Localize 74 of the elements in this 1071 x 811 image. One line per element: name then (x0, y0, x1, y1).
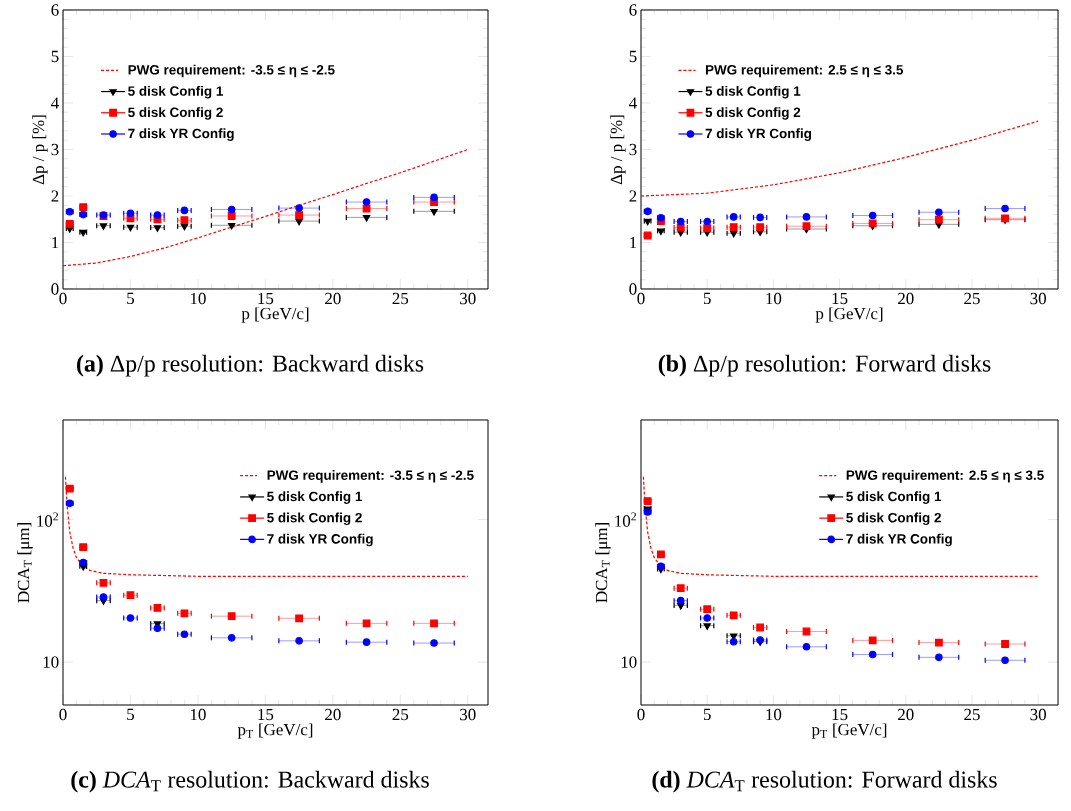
y-axis-title: DCA$_{T}$ [μm] (595, 523, 611, 603)
legend-label: PWG requirement: -3.5 ≤ η ≤ -2.5 (128, 64, 335, 78)
x-tick-label: 30 (1030, 708, 1046, 721)
y-tick-label: 0 (629, 283, 637, 295)
x-tick-label: 15 (832, 292, 848, 305)
legend-label: 7 disk YR Config (128, 128, 234, 141)
y-tick-label: 2 (51, 190, 59, 202)
x-tick-label: 30 (460, 292, 476, 305)
legend-label: 7 disk YR Config (846, 533, 952, 547)
x-tick-label: 5 (703, 708, 711, 721)
x-axis-title: p [GeV/c] (815, 307, 883, 323)
legend-label: 5 disk Config 2 (267, 512, 362, 526)
legend-label: 5 disk Config 1 (267, 491, 362, 504)
text: (b) Δp/p resolution: Forward disks (658, 354, 991, 377)
y-tick-label: 0 (51, 283, 59, 295)
y-tick-label: 5 (51, 50, 59, 63)
text: (c) DCA$_{T}$ resolution: Backward disks (71, 770, 429, 793)
x-tick-label: 25 (392, 292, 409, 305)
x-tick-label: 20 (325, 708, 341, 721)
legend-label: 7 disk YR Config (705, 128, 811, 141)
x-tick-label: 10 (190, 292, 206, 305)
x-tick-label: 25 (964, 292, 980, 305)
x-tick-label: 0 (59, 292, 67, 305)
x-tick-label: 0 (637, 708, 645, 721)
x-tick-label: 10 (766, 292, 782, 305)
x-tick-label: 20 (325, 292, 341, 305)
y-tick-label: 10$^{2}$ (37, 512, 59, 527)
legend-label: 7 disk YR Config (267, 533, 373, 547)
y-tick-label: 6 (51, 4, 59, 16)
text: (a) Δp/p resolution: Backward disks (77, 354, 424, 377)
text: (d) DCA$_{T}$ resolution: Forward disks (652, 770, 997, 793)
y-tick-label: 4 (629, 97, 637, 109)
legend-label: PWG requirement: 2.5 ≤ η ≤ 3.5 (705, 64, 904, 78)
x-tick-label: 20 (898, 292, 914, 305)
y-tick-label: 3 (51, 143, 59, 156)
y-tick-label: 10 (621, 656, 637, 668)
legend-label: PWG requirement: -3.5 ≤ η ≤ -2.5 (267, 470, 474, 483)
y-tick-label: 4 (51, 97, 59, 109)
legend-label: 5 disk Config 1 (128, 85, 223, 99)
legend-label: 5 disk Config 2 (128, 107, 223, 120)
x-tick-label: 25 (964, 708, 980, 721)
x-tick-label: 10 (190, 708, 206, 721)
x-tick-label: 15 (258, 292, 274, 305)
x-tick-label: 10 (766, 708, 782, 721)
x-tick-label: 30 (1030, 292, 1046, 305)
x-axis-title: p [GeV/c] (241, 307, 309, 323)
y-tick-label: 1 (52, 236, 59, 249)
x-tick-label: 15 (832, 708, 848, 721)
x-tick-label: 0 (637, 292, 645, 305)
y-tick-label: 6 (629, 4, 637, 16)
x-tick-label: 15 (258, 708, 274, 721)
legend-label: 5 disk Config 1 (705, 85, 801, 99)
y-axis-title: Δp / p [%] (32, 115, 48, 185)
y-tick-label: 2 (629, 190, 637, 202)
y-tick-label: 1 (630, 236, 637, 249)
x-tick-label: 30 (460, 708, 476, 721)
legend-label: 5 disk Config 1 (846, 491, 942, 504)
x-axis-title: p$_{T}$ [GeV/c] (237, 723, 313, 739)
legend-label: 5 disk Config 2 (846, 512, 941, 526)
legend-label: 5 disk Config 2 (705, 107, 801, 120)
legend-label: PWG requirement: 2.5 ≤ η ≤ 3.5 (846, 470, 1044, 483)
x-axis-title: p$_{T}$ [GeV/c] (811, 723, 887, 739)
y-axis-title: Δp / p [%] (610, 115, 626, 185)
y-tick-label: 5 (629, 50, 637, 63)
x-tick-label: 0 (59, 708, 67, 721)
x-tick-label: 20 (898, 708, 914, 721)
x-tick-label: 5 (127, 292, 135, 305)
y-tick-label: 10 (43, 656, 59, 668)
y-axis-title: DCA$_{T}$ [μm] (17, 523, 33, 603)
x-tick-label: 5 (127, 708, 135, 721)
x-tick-label: 25 (392, 708, 409, 721)
x-tick-label: 5 (703, 292, 711, 305)
y-tick-label: 10$^{2}$ (615, 512, 637, 527)
y-tick-label: 3 (629, 143, 637, 156)
